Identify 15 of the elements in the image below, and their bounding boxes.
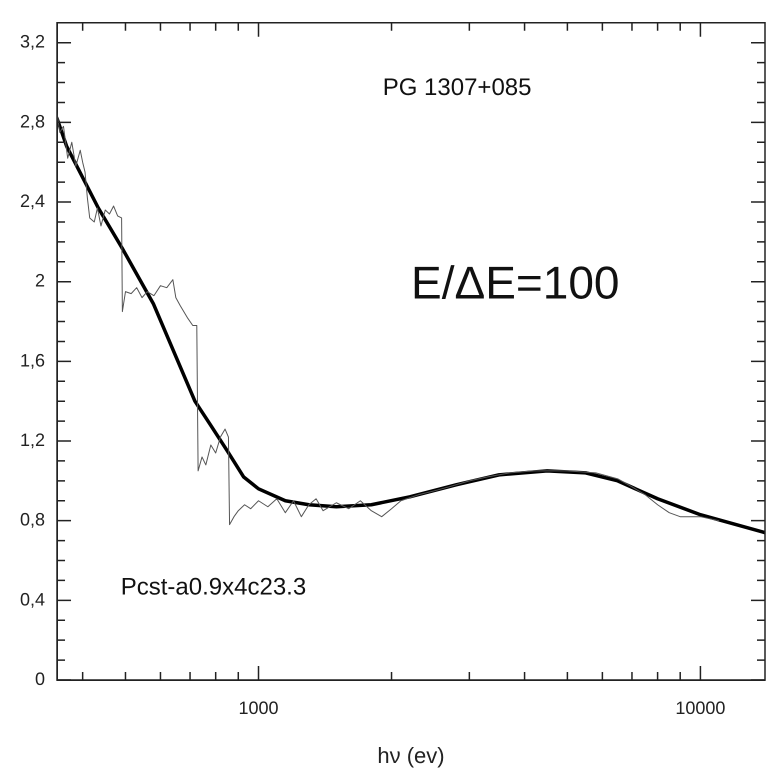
y-tick-label: 1,6 (20, 350, 46, 370)
y-tick-label: 1,2 (20, 430, 46, 450)
x-axis-title: hν (ev) (377, 742, 445, 768)
x-tick-label: 10000 (675, 698, 726, 718)
x-tick-label: 1000 (238, 698, 279, 718)
annotation: Pcst-a0.9x4c23.3 (120, 574, 306, 601)
y-tick-label: 2,8 (20, 111, 46, 132)
annotation: PG 1307+085 (382, 74, 532, 102)
y-tick-label: 0,8 (20, 510, 46, 530)
annotation: E/ΔE=100 (411, 256, 620, 308)
y-tick-label: 0,4 (20, 589, 46, 610)
y-tick-label: 0 (35, 668, 46, 689)
y-tick-label: 2 (35, 270, 46, 291)
y-tick-label: 3,2 (20, 32, 46, 52)
y-tick-label: 2,4 (20, 191, 46, 212)
